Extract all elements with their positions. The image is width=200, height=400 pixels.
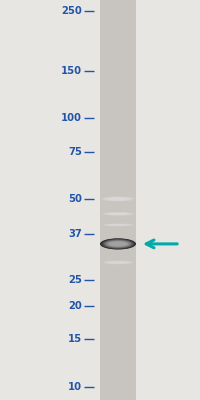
Ellipse shape bbox=[107, 224, 129, 226]
Ellipse shape bbox=[102, 224, 134, 226]
Ellipse shape bbox=[101, 212, 135, 216]
Ellipse shape bbox=[102, 196, 134, 201]
Ellipse shape bbox=[105, 197, 131, 201]
Text: 37: 37 bbox=[68, 229, 82, 239]
Ellipse shape bbox=[110, 242, 126, 246]
Ellipse shape bbox=[104, 261, 132, 264]
Ellipse shape bbox=[103, 260, 133, 264]
Ellipse shape bbox=[102, 260, 134, 264]
Ellipse shape bbox=[108, 241, 128, 247]
Text: 150: 150 bbox=[61, 66, 82, 76]
Ellipse shape bbox=[106, 224, 130, 226]
Ellipse shape bbox=[101, 196, 135, 202]
Text: 250: 250 bbox=[61, 6, 82, 16]
Text: 50: 50 bbox=[68, 194, 82, 204]
Ellipse shape bbox=[106, 212, 130, 215]
Ellipse shape bbox=[106, 241, 130, 247]
Text: 10: 10 bbox=[68, 382, 82, 392]
Ellipse shape bbox=[109, 242, 127, 246]
Ellipse shape bbox=[103, 197, 133, 201]
Text: 75: 75 bbox=[68, 147, 82, 157]
Ellipse shape bbox=[100, 238, 136, 250]
Ellipse shape bbox=[104, 224, 132, 226]
Ellipse shape bbox=[106, 261, 130, 264]
Bar bbox=[100, 0, 136, 400]
Ellipse shape bbox=[108, 213, 128, 215]
Ellipse shape bbox=[104, 240, 132, 248]
Ellipse shape bbox=[105, 212, 131, 215]
Ellipse shape bbox=[103, 224, 133, 226]
Ellipse shape bbox=[105, 224, 131, 226]
Ellipse shape bbox=[107, 261, 129, 264]
Ellipse shape bbox=[106, 197, 130, 201]
Ellipse shape bbox=[103, 240, 133, 248]
Text: 100: 100 bbox=[61, 113, 82, 123]
Ellipse shape bbox=[101, 239, 135, 249]
Ellipse shape bbox=[104, 212, 132, 216]
Ellipse shape bbox=[103, 212, 133, 216]
Ellipse shape bbox=[102, 239, 134, 249]
Ellipse shape bbox=[108, 224, 128, 226]
Ellipse shape bbox=[104, 197, 132, 201]
Ellipse shape bbox=[105, 240, 131, 248]
Ellipse shape bbox=[105, 261, 131, 264]
Ellipse shape bbox=[102, 212, 134, 216]
Text: 25: 25 bbox=[68, 275, 82, 285]
Ellipse shape bbox=[101, 223, 135, 226]
Text: 15: 15 bbox=[68, 334, 82, 344]
Text: 20: 20 bbox=[68, 301, 82, 311]
Ellipse shape bbox=[107, 213, 129, 215]
Ellipse shape bbox=[107, 198, 129, 200]
